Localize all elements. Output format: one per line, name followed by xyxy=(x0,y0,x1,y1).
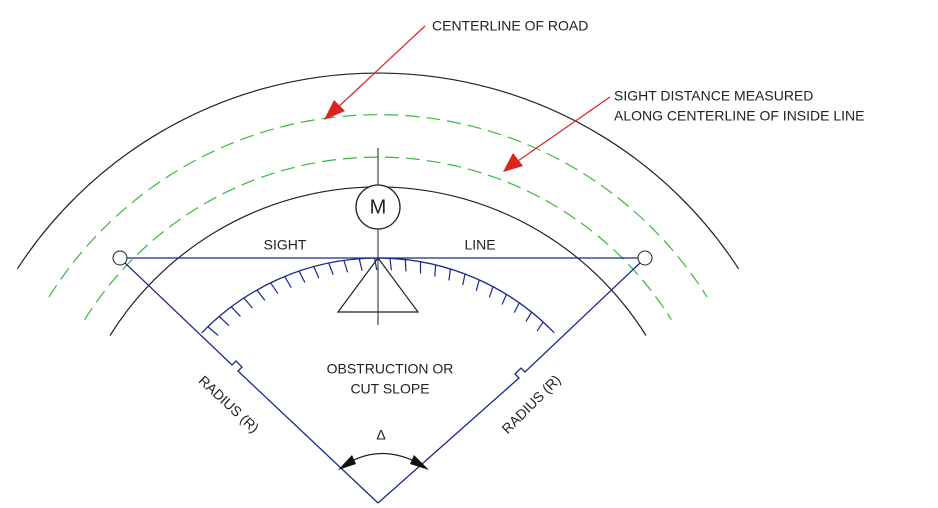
angle-label: Δ xyxy=(376,427,385,443)
hatch-tick xyxy=(328,262,334,275)
hatch-tick xyxy=(448,268,452,281)
hatch-tick xyxy=(256,289,266,301)
label: SIGHT DISTANCE MEASURED xyxy=(614,88,813,104)
hatch-tick xyxy=(284,276,292,288)
hatch-tick xyxy=(389,258,392,271)
label: RADIUS (R) xyxy=(498,371,563,436)
hatch-tick xyxy=(475,279,480,291)
hatch-tick xyxy=(373,257,378,271)
hatch-tick xyxy=(488,286,494,298)
arrowhead xyxy=(338,455,356,470)
label: SIGHT xyxy=(264,237,307,253)
hatch-tick xyxy=(218,315,230,326)
radius-line xyxy=(377,262,641,504)
observer-triangle xyxy=(336,256,420,313)
hatch-tick xyxy=(404,259,407,272)
hatch-tick xyxy=(230,306,241,317)
hatch-tick xyxy=(358,258,363,271)
leader xyxy=(514,96,611,164)
hatch-tick xyxy=(343,260,349,273)
label: ALONG CENTERLINE OF INSIDE LINE xyxy=(614,108,865,124)
arrowhead xyxy=(324,100,345,120)
hatch-tick xyxy=(525,311,533,322)
hatch-ticks xyxy=(207,257,544,336)
hatch-tick xyxy=(434,264,437,277)
label: OBSTRUCTION OR xyxy=(327,361,454,377)
hatch-tick xyxy=(298,270,306,283)
inside-lane-centerline xyxy=(84,156,672,321)
radius-line xyxy=(124,262,379,504)
outer-road-edge xyxy=(16,72,740,270)
hatch-tick xyxy=(513,302,520,313)
label: LINE xyxy=(464,237,495,253)
hatch-tick xyxy=(270,282,279,294)
end-point xyxy=(637,250,653,266)
end-point xyxy=(112,250,128,266)
label: CUT SLOPE xyxy=(350,381,429,397)
marker-label: M xyxy=(370,196,387,218)
hatch-tick xyxy=(207,326,219,336)
hatch-tick xyxy=(313,266,320,279)
arrowhead xyxy=(503,153,523,172)
label: RADIUS (R) xyxy=(196,372,263,436)
hatch-tick xyxy=(462,273,466,286)
hatch-tick xyxy=(243,297,253,309)
label: CENTERLINE OF ROAD xyxy=(432,18,588,34)
arrowhead xyxy=(410,455,429,470)
leader xyxy=(334,25,426,111)
hatch-tick xyxy=(536,321,544,332)
hatch-tick xyxy=(501,294,507,305)
